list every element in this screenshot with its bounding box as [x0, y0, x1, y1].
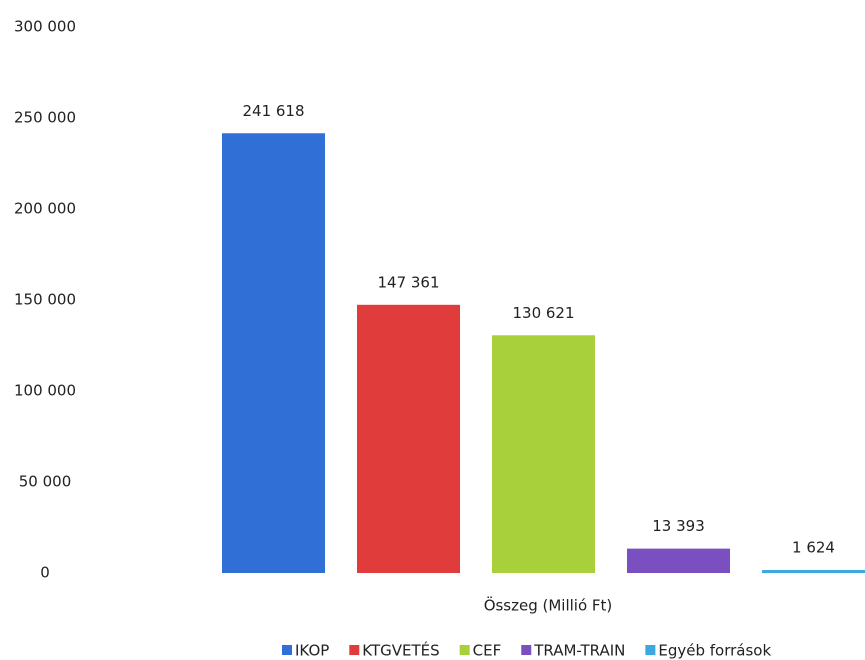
value-label: 147 361	[377, 273, 439, 291]
y-tick-label: 250 000	[14, 109, 76, 127]
bar	[492, 335, 595, 573]
legend-swatch	[459, 645, 470, 655]
y-tick-label: 100 000	[14, 382, 76, 400]
y-tick-label: 200 000	[14, 200, 76, 218]
x-tick-label: Összeg (Millió Ft)	[484, 596, 613, 615]
legend-label: KTGVETÉS	[362, 641, 439, 660]
legend-label: CEF	[473, 642, 502, 660]
value-label: 1 624	[792, 539, 835, 557]
legend-swatch	[282, 645, 292, 655]
legend-swatch	[645, 645, 656, 655]
legend-label: IKOP	[295, 642, 329, 660]
legend-swatch	[349, 645, 360, 655]
bar	[357, 304, 460, 573]
y-tick-label: 150 000	[14, 291, 76, 309]
legend-label: Egyéb források	[658, 642, 771, 660]
value-label: 130 621	[512, 304, 574, 322]
y-tick-label: 0	[40, 564, 50, 582]
bar	[627, 548, 730, 573]
bar	[222, 133, 325, 573]
y-tick-label: 50 000	[19, 473, 72, 491]
legend-label: TRAM-TRAIN	[533, 642, 625, 660]
legend-swatch	[521, 645, 532, 655]
y-tick-label: 300 000	[14, 18, 76, 36]
bar	[762, 570, 865, 573]
value-label: 241 618	[242, 102, 304, 120]
value-label: 13 393	[652, 517, 705, 535]
